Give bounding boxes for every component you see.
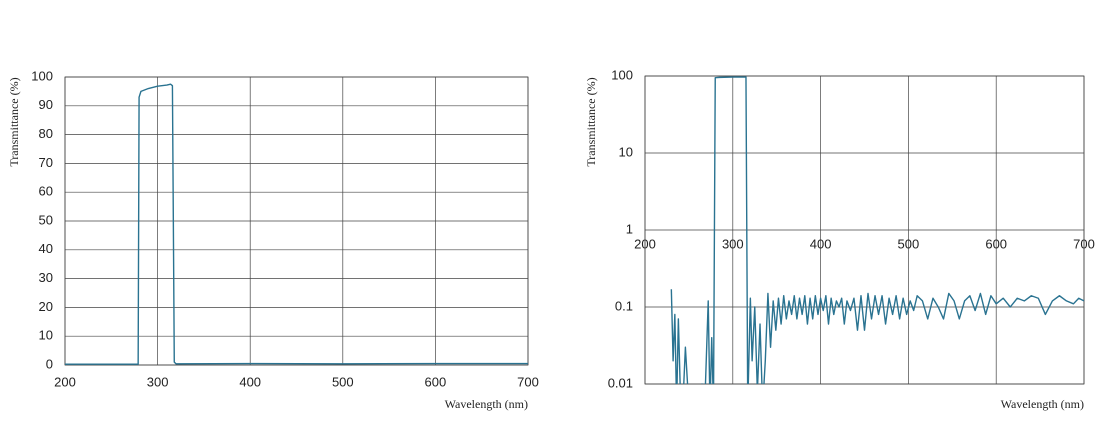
y-tick-label: 40	[39, 241, 53, 256]
data-line	[670, 76, 1084, 384]
y-tick-label: 50	[39, 212, 53, 227]
y-tick-label: 1	[626, 221, 633, 236]
x-tick-label: 500	[898, 236, 920, 251]
x-axis-title: Wavelength (nm)	[1001, 397, 1084, 411]
y-tick-label: 100	[31, 68, 53, 83]
y-tick-label: 0.1	[615, 298, 633, 313]
y-tick-label: 70	[39, 155, 53, 170]
x-tick-label: 500	[332, 374, 354, 389]
x-tick-label: 700	[517, 374, 539, 389]
chart-panel: 0 10 20 30 40 50 60 70 80 90 100 200 300 400 500 600 700…	[7, 68, 539, 410]
y-tick-label: 10	[619, 144, 633, 159]
x-tick-label: 200	[54, 374, 76, 389]
y-tick-label: 0	[46, 356, 53, 371]
x-tick-label: 300	[722, 236, 744, 251]
y-tick-label: 90	[39, 97, 53, 112]
y-axis-title: Transmittance (%)	[7, 77, 21, 166]
plot-frame	[644, 75, 1085, 385]
y-tick-label: 80	[39, 126, 53, 141]
y-tick-label: 20	[39, 299, 53, 314]
x-tick-label: 300	[147, 374, 169, 389]
x-tick-label: 600	[425, 374, 447, 389]
data-line	[65, 83, 528, 365]
x-tick-label: 600	[985, 236, 1007, 251]
x-axis-title: Wavelength (nm)	[445, 397, 528, 411]
y-tick-label: 0.01	[608, 375, 633, 390]
y-tick-label: 100	[611, 67, 633, 82]
y-axis-title: Transmittance (%)	[584, 77, 598, 166]
plot-frame	[64, 76, 529, 366]
x-tick-label: 400	[239, 374, 261, 389]
y-tick-label: 30	[39, 270, 53, 285]
x-tick-label: 400	[810, 236, 832, 251]
y-tick-label: 60	[39, 184, 53, 199]
y-tick-label: 10	[39, 328, 53, 343]
